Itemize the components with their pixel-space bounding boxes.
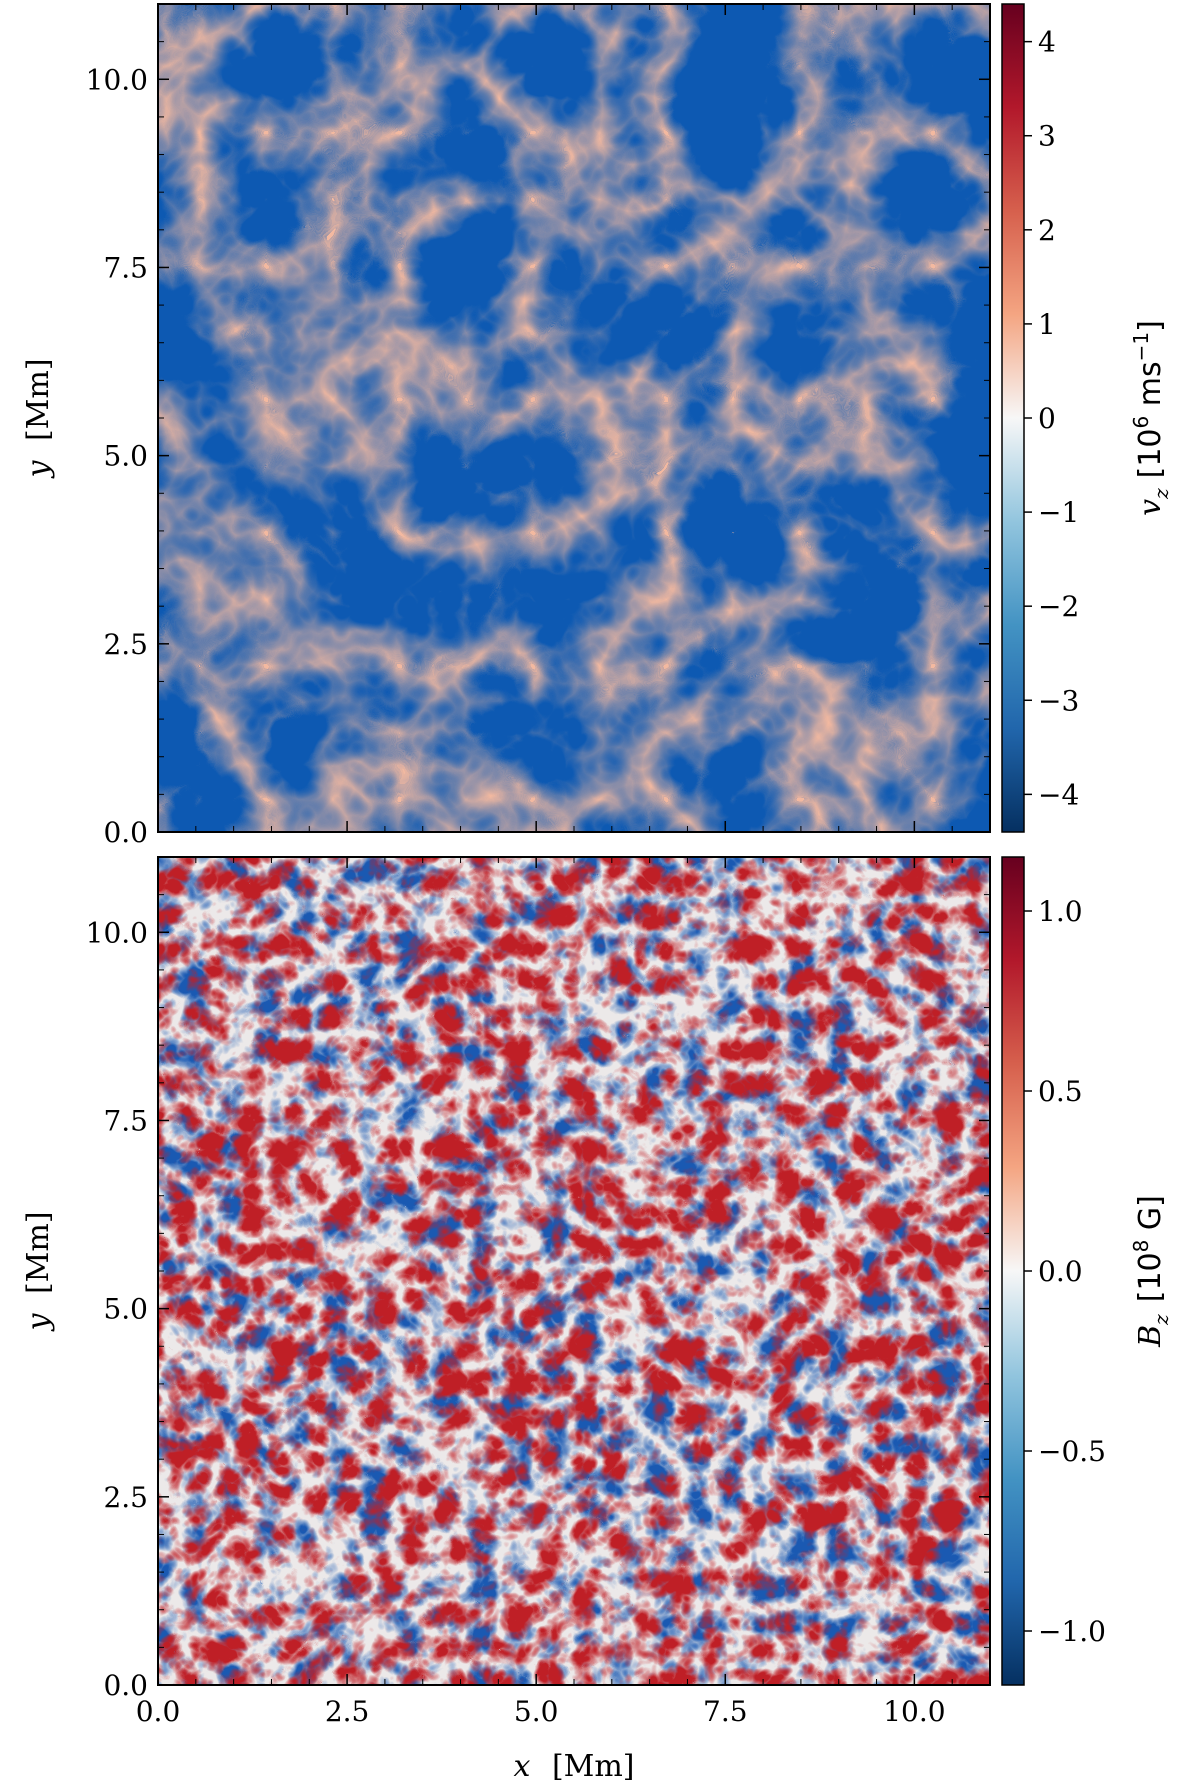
colorbar-tick-label: −4: [1038, 778, 1079, 811]
bottom-colorbar-ticks: −1.0 −0.5 0.0 0.5 1.0: [1024, 895, 1106, 1648]
x-tick-label: 10.0: [883, 1695, 945, 1728]
top-colorbar: −4 −3 −2 −1 0 1 2 3 4 vz[106 ms−1]: [1001, 3, 1173, 833]
y-tick-label: 10.0: [86, 63, 148, 96]
colorbar-tick-label: 0: [1038, 402, 1056, 435]
bottom-colorbar-label: Bz[108 G]: [1129, 1195, 1173, 1348]
colorbar-tick-label: −0.5: [1038, 1435, 1106, 1468]
bottom-panel-bz: 0.0 2.5 5.0 7.5 10.0 0.0 2.5 5.0 7.5 10.0 y [Mm]…: [21, 856, 1173, 1784]
bottom-colorbar-gradient: [1001, 856, 1025, 1686]
bottom-y-axis-label: y [Mm]: [21, 1211, 56, 1332]
y-tick-label: 2.5: [103, 628, 148, 661]
top-y-tick-labels: 0.0 2.5 5.0 7.5 10.0: [86, 63, 148, 849]
x-tick-label: 5.0: [514, 1695, 559, 1728]
y-tick-label: 5.0: [103, 1293, 148, 1326]
x-tick-label: 0.0: [136, 1695, 181, 1728]
y-tick-label: 10.0: [86, 916, 148, 949]
colorbar-tick-label: 2: [1038, 214, 1056, 247]
colorbar-tick-label: −1: [1038, 496, 1079, 529]
colorbar-tick-label: 1: [1038, 308, 1056, 341]
top-colorbar-ticks: −4 −3 −2 −1 0 1 2 3 4: [1024, 26, 1079, 811]
top-panel-vz: 0.0 2.5 5.0 7.5 10.0 y [Mm] −4 −3 −2 −1 0 1 2 3 4 vz…: [21, 3, 1173, 849]
top-axis-ticks: [157, 3, 991, 833]
colorbar-tick-label: 0.0: [1038, 1255, 1083, 1288]
y-tick-label: 7.5: [103, 1104, 148, 1137]
colorbar-tick-label: −1.0: [1038, 1615, 1106, 1648]
bottom-y-tick-labels: 0.0 2.5 5.0 7.5 10.0: [86, 916, 148, 1702]
x-tick-label: 7.5: [703, 1695, 748, 1728]
colorbar-tick-label: 3: [1038, 120, 1056, 153]
bz-heatmap: [158, 857, 990, 1685]
y-tick-label: 2.5: [103, 1481, 148, 1514]
bottom-x-tick-labels: 0.0 2.5 5.0 7.5 10.0: [136, 1695, 946, 1728]
colorbar-tick-label: 0.5: [1038, 1075, 1083, 1108]
colorbar-tick-label: −2: [1038, 590, 1079, 623]
colorbar-tick-label: 1.0: [1038, 895, 1083, 928]
bottom-axis-ticks: [157, 856, 991, 1686]
top-y-axis-label: y [Mm]: [21, 358, 56, 479]
top-colorbar-label: vz[106 ms−1]: [1129, 320, 1173, 516]
vz-heatmap: [158, 4, 990, 832]
colorbar-tick-label: −3: [1038, 684, 1079, 717]
top-colorbar-gradient: [1001, 3, 1025, 833]
y-tick-label: 0.0: [103, 816, 148, 849]
x-tick-label: 2.5: [325, 1695, 370, 1728]
colorbar-tick-label: 4: [1038, 26, 1056, 59]
y-tick-label: 5.0: [103, 440, 148, 473]
y-tick-label: 0.0: [103, 1669, 148, 1702]
bottom-colorbar: −1.0 −0.5 0.0 0.5 1.0 Bz[108 G]: [1001, 856, 1173, 1686]
y-tick-label: 7.5: [103, 251, 148, 284]
bottom-x-axis-label: x [Mm]: [513, 1749, 634, 1784]
